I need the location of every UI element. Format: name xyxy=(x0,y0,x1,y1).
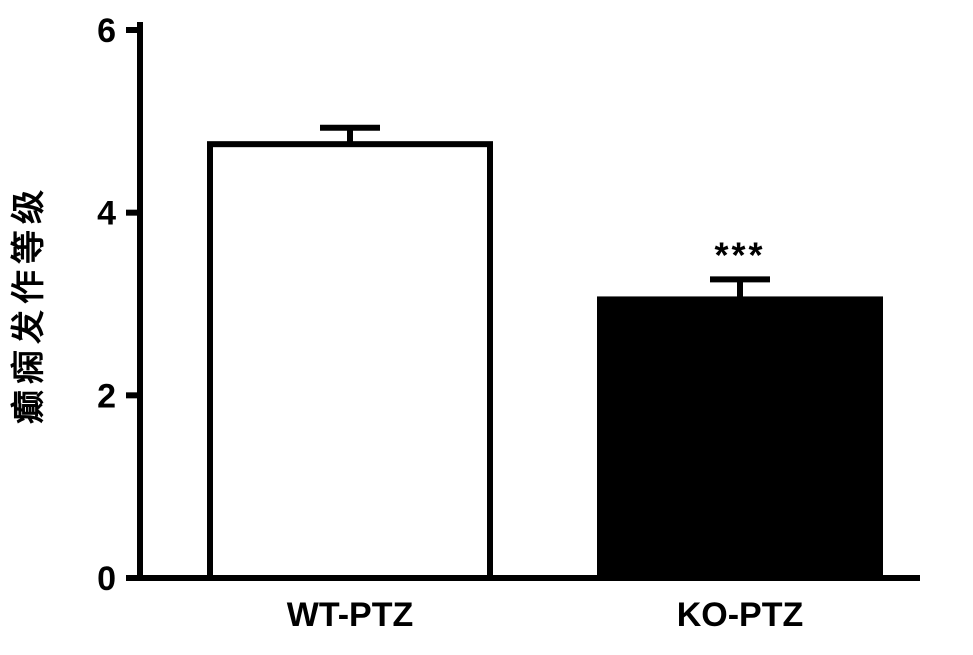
y-tick-label-6: 6 xyxy=(97,12,116,50)
bar-chart: WT-PTZ *** KO-PTZ 0 2 4 6 癫痫发作等级 xyxy=(0,0,973,655)
bar-ko-ptz xyxy=(600,299,880,578)
y-tick-label-0: 0 xyxy=(97,560,116,598)
significance-label-1: *** xyxy=(714,234,765,275)
y-axis-title: 癫痫发作等级 xyxy=(10,184,48,424)
y-tick-label-2: 2 xyxy=(97,377,116,415)
chart-container: WT-PTZ *** KO-PTZ 0 2 4 6 癫痫发作等级 xyxy=(0,0,973,655)
bar-wt-ptz xyxy=(210,144,490,578)
x-label-ko-ptz: KO-PTZ xyxy=(677,596,804,634)
x-label-wt-ptz: WT-PTZ xyxy=(287,596,414,634)
y-tick-label-4: 4 xyxy=(97,195,116,233)
